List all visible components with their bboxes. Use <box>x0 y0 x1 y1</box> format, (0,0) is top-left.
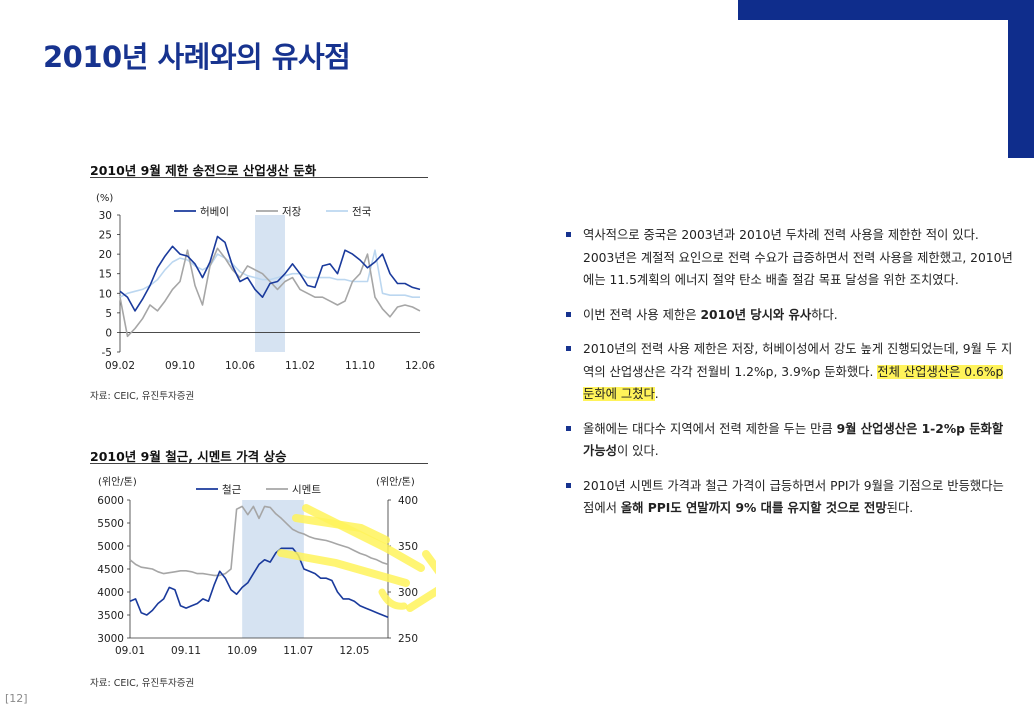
bullet-text: 역사적으로 중국은 2003년과 2010년 두차례 전력 사용을 제한한 적이… <box>583 228 1013 287</box>
highlighter-stroke <box>292 514 390 544</box>
bold-text: 올해 PPI도 연말까지 9% 대를 유지할 것으로 전망 <box>620 501 887 515</box>
bullet-text: . <box>654 387 659 401</box>
chart1-source: 자료: CEIC, 유진투자증권 <box>90 391 195 402</box>
legend-label: 철근 <box>222 484 242 496</box>
chart2-svg: (위안/톤) (위안/톤)6000550050004500400035003000… <box>97 475 436 657</box>
chart2-title: 2010년 9월 철근, 시멘트 가격 상승 <box>90 449 287 464</box>
series-line <box>119 247 421 338</box>
series-line <box>119 235 421 312</box>
y-tick-label: 5 <box>105 308 112 320</box>
chart2-title-rule <box>90 463 428 464</box>
bullet-square-icon <box>566 425 571 431</box>
bullet-square-icon <box>566 346 571 351</box>
y-tick-label: 4000 <box>97 587 124 599</box>
x-tick-label: 11.07 <box>283 645 313 657</box>
y-tick-label: 5000 <box>97 541 124 553</box>
y-axis-unit-left: (위안/톤) <box>98 475 137 488</box>
bullet-text: 올해에는 대다수 지역에서 전력 제한을 두는 만큼 <box>583 421 837 436</box>
legend-label: 저장 <box>282 206 302 218</box>
bold-text: 9월 산업생산은 1-2%p 둔화할 가능성 <box>583 421 1004 459</box>
x-tick-label: 09.02 <box>105 360 135 372</box>
y-tick-label-right: 250 <box>398 633 418 645</box>
y-axis-unit-right: (위안/톤) <box>376 475 415 488</box>
bullet-square-icon <box>566 232 571 237</box>
bullet-item: 이번 전력 사용 제한은 2010년 당시와 유사하다. <box>566 304 1014 327</box>
x-tick-label: 10.09 <box>227 645 257 657</box>
y-tick-label: 3000 <box>97 633 124 645</box>
y-tick-label: 30 <box>99 210 112 222</box>
chart1-title: 2010년 9월 제한 송전으로 산업생산 둔화 <box>90 163 317 178</box>
y-tick-label: 6000 <box>97 495 124 507</box>
highlighter-stroke <box>302 504 425 572</box>
x-tick-label: 12.05 <box>339 645 369 657</box>
shaded-period <box>242 500 304 638</box>
bullet-list: 역사적으로 중국은 2003년과 2010년 두차례 전력 사용을 제한한 적이… <box>566 224 1014 532</box>
bullet-text: 2010년 시멘트 가격과 철근 가격이 급등하면서 PPI가 9월을 기점으로… <box>583 478 1004 516</box>
legend-label: 시멘트 <box>292 484 321 496</box>
series-line <box>129 547 389 619</box>
legend-label: 전국 <box>352 206 372 218</box>
page-number: [12] <box>5 692 28 705</box>
chart1-svg: (%) 30 25 20 15 10 5 0 -509.02 09.10 10.06 11.02 11.… <box>96 193 435 372</box>
x-tick-label: 09.11 <box>171 645 201 657</box>
y-tick-label-right: 400 <box>398 495 418 507</box>
y-tick-label: 3500 <box>97 610 124 622</box>
y-tick-label: 15 <box>99 269 112 281</box>
right-accent-tab <box>1008 0 1034 158</box>
y-tick-label: 20 <box>99 249 112 261</box>
bullet-item: 역사적으로 중국은 2003년과 2010년 두차례 전력 사용을 제한한 적이… <box>566 224 1014 292</box>
y-tick-label: 10 <box>99 288 112 300</box>
highlighter-arrow-icon <box>406 550 436 612</box>
x-tick-label: 12.06 <box>405 360 435 372</box>
top-accent-bar <box>738 0 1034 20</box>
bullet-square-icon <box>566 482 571 488</box>
bullet-text: 하다. <box>811 307 838 322</box>
bullet-text: 이번 전력 사용 제한은 <box>583 307 701 322</box>
x-tick-label: 11.10 <box>345 360 375 372</box>
chart2-source: 자료: CEIC, 유진투자증권 <box>90 678 195 689</box>
x-tick-label: 09.01 <box>115 645 145 657</box>
x-tick-label: 11.02 <box>285 360 315 372</box>
bullet-item: 2010년의 전력 사용 제한은 저장, 허베이성에서 강도 높게 진행되었는데… <box>566 338 1014 406</box>
bullet-square-icon <box>566 311 571 317</box>
bullet-item: 2010년 시멘트 가격과 철근 가격이 급등하면서 PPI가 9월을 기점으로… <box>566 475 1014 520</box>
legend-label: 허베이 <box>200 206 229 218</box>
highlighter-stroke <box>378 588 408 610</box>
x-tick-label: 09.10 <box>165 360 195 372</box>
bold-text: 2010년 당시와 유사 <box>700 307 812 322</box>
series-line <box>129 505 389 577</box>
y-tick-label: 5500 <box>97 518 124 530</box>
y-tick-label-right: 350 <box>398 541 418 553</box>
bullet-text: 2010년의 전력 사용 제한은 저장, 허베이성에서 강도 높게 진행되었는데… <box>583 342 1013 379</box>
bullet-text: 된다. <box>886 501 914 515</box>
chart1-title-rule <box>90 177 428 178</box>
y-axis-unit: (%) <box>96 193 113 204</box>
y-tick-label: -5 <box>102 347 112 359</box>
bullet-text: 이 있다. <box>616 444 659 458</box>
y-tick-label-right: 300 <box>398 587 418 599</box>
highlighter-stroke <box>277 549 410 587</box>
bullet-item: 올해에는 대다수 지역에서 전력 제한을 두는 만큼 9월 산업생산은 1-2%… <box>566 418 1014 463</box>
y-tick-label: 25 <box>99 230 112 242</box>
x-tick-label: 10.06 <box>225 360 255 372</box>
y-tick-label: 0 <box>105 327 112 339</box>
page-title: 2010년 사례와의 유사점 <box>43 40 351 74</box>
y-tick-label: 4500 <box>97 564 124 576</box>
